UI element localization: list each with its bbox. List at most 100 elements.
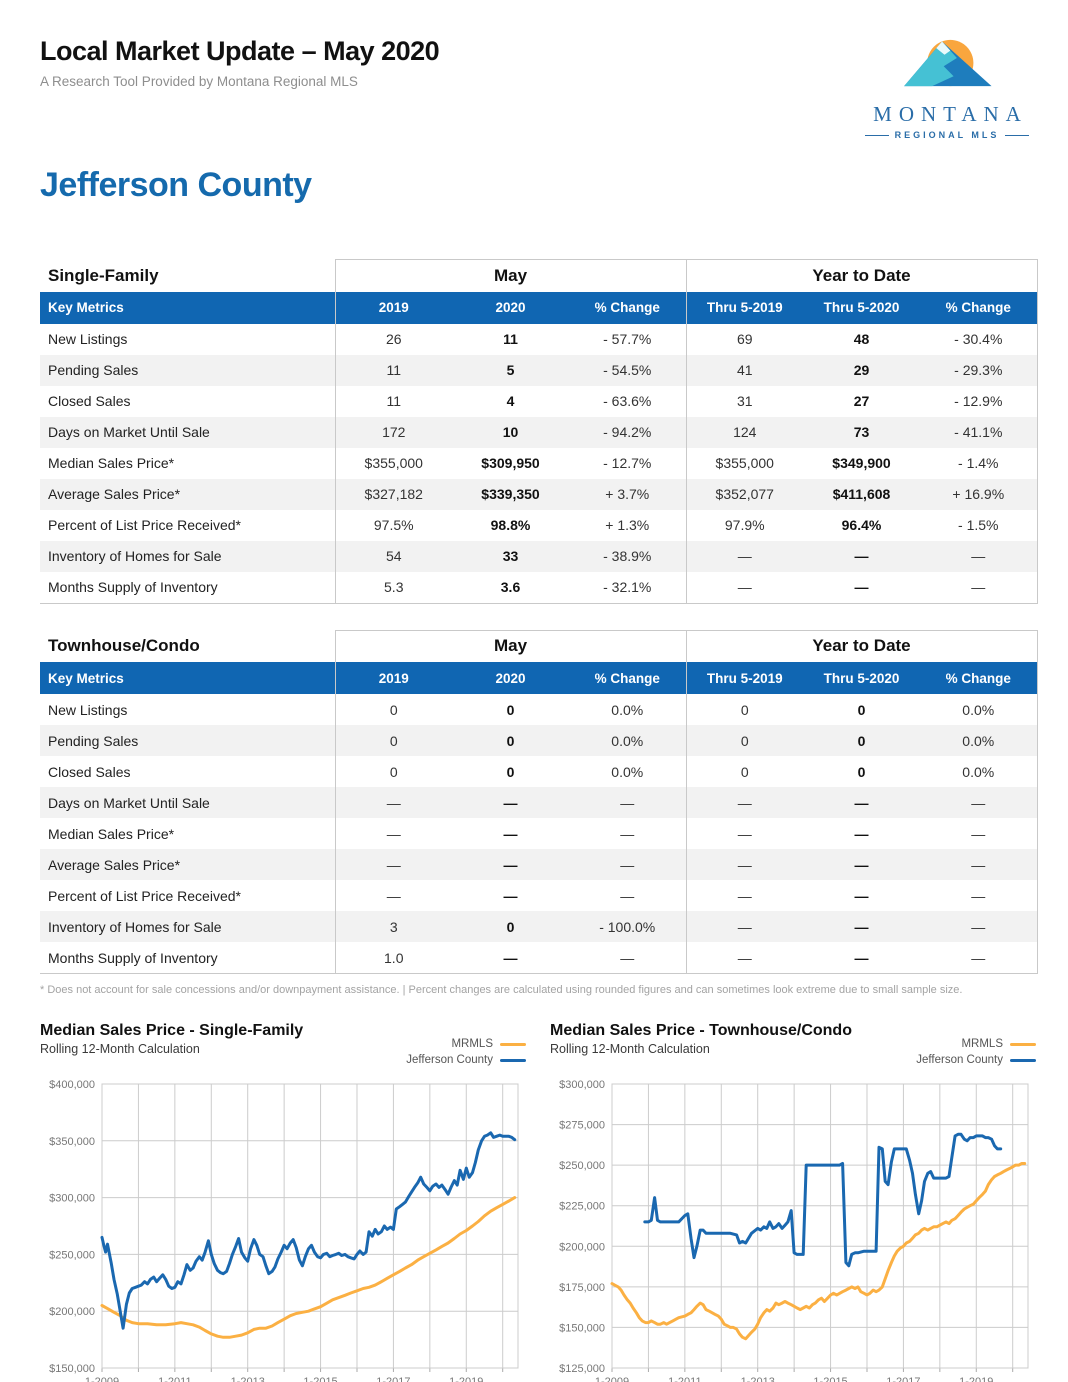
- metric-value: - 30.4%: [920, 323, 1038, 355]
- table-row: Pending Sales 0 0 0.0% 0 0 0.0%: [40, 725, 1038, 756]
- metric-value: - 100.0%: [569, 911, 687, 942]
- svg-text:$225,000: $225,000: [559, 1201, 605, 1213]
- metric-value: - 38.9%: [569, 540, 687, 572]
- chart-legend: MRMLS Jefferson County: [406, 1036, 526, 1068]
- metric-value: —: [685, 849, 803, 880]
- column-header: Thru 5-2019: [685, 291, 803, 324]
- metric-value: 172: [334, 416, 452, 448]
- legend-label: MRMLS: [451, 1038, 493, 1050]
- metric-value: 0.0%: [569, 694, 687, 725]
- metric-value: - 12.7%: [569, 447, 687, 479]
- column-header: 2019: [334, 662, 452, 694]
- column-header: Key Metrics: [40, 662, 335, 694]
- metric-value: —: [503, 887, 518, 904]
- group-may: May: [334, 259, 687, 292]
- table-row: Percent of List Price Received* — — — — — —: [40, 880, 1038, 911]
- metric-value: —: [920, 818, 1038, 849]
- metric-value: —: [803, 942, 920, 974]
- group-header-row: Single-Family May Year to Date: [40, 259, 1038, 292]
- metric-label: Average Sales Price*: [48, 486, 181, 502]
- metric-value: 48: [853, 331, 870, 347]
- metric-value: —: [854, 856, 869, 873]
- metric-value: —: [569, 787, 687, 818]
- svg-text:$200,000: $200,000: [559, 1241, 605, 1253]
- metric-value: —: [920, 880, 1038, 911]
- column-header: 2020: [452, 291, 569, 324]
- chart-legend: MRMLS Jefferson County: [916, 1036, 1036, 1068]
- metric-value: —: [920, 942, 1038, 974]
- table-row: New Listings 26 11 - 57.7% 69 48 - 30.4%: [40, 323, 1038, 355]
- mountain-sun-icon: [904, 39, 992, 87]
- metric-label: New Listings: [48, 331, 128, 347]
- column-header: % Change: [569, 291, 687, 324]
- svg-text:1-2011: 1-2011: [158, 1376, 191, 1382]
- metric-value: 0: [506, 918, 515, 935]
- metric-value: 98.8%: [490, 517, 531, 533]
- logo-dash-right: [1005, 134, 1030, 136]
- column-header: 2020: [452, 662, 569, 694]
- metric-value: —: [854, 794, 869, 811]
- metric-value: —: [503, 794, 518, 811]
- svg-text:1-2013: 1-2013: [231, 1376, 265, 1382]
- group-ytd: Year to Date: [685, 629, 1038, 662]
- chart-subtitle: Rolling 12-Month Calculation: [40, 1042, 200, 1056]
- metric-label: Months Supply of Inventory: [40, 571, 335, 604]
- metric-value: 97.5%: [334, 509, 452, 541]
- metric-value: 1.0: [334, 942, 452, 974]
- metric-value: - 32.1%: [569, 571, 687, 604]
- metric-value: 29: [853, 362, 870, 378]
- metric-value: —: [854, 825, 869, 842]
- metric-label: Days on Market Until Sale: [48, 794, 210, 811]
- legend-item: Jefferson County: [406, 1052, 526, 1068]
- legend-line-swatch: [1010, 1058, 1036, 1062]
- metric-value: 0: [506, 732, 515, 749]
- section-title: Single-Family: [48, 265, 159, 285]
- metric-value: —: [854, 887, 869, 904]
- metric-value: 0.0%: [920, 756, 1038, 787]
- metric-value: —: [503, 856, 518, 873]
- metric-label: Percent of List Price Received*: [48, 887, 241, 904]
- metric-value: 0: [685, 694, 803, 725]
- svg-text:1-2009: 1-2009: [595, 1376, 629, 1382]
- legend-line-swatch: [500, 1058, 526, 1062]
- metric-value: —: [920, 787, 1038, 818]
- report-header: Local Market Update – May 2020 A Researc…: [40, 30, 1045, 140]
- metric-value: - 12.9%: [920, 385, 1038, 417]
- svg-text:$250,000: $250,000: [49, 1249, 95, 1261]
- line-chart-plot: $125,000 $150,000 $175,000 $200,000 $225,000…: [550, 1076, 1036, 1382]
- metric-value: 0.0%: [920, 725, 1038, 756]
- metric-label: Pending Sales: [48, 362, 139, 378]
- metric-value: —: [920, 911, 1038, 942]
- metric-value: 96.4%: [841, 517, 882, 533]
- legend-item: Jefferson County: [916, 1052, 1036, 1068]
- metric-value: —: [334, 818, 452, 849]
- line-chart-plot: $150,000 $200,000 $250,000 $300,000 $350,000…: [40, 1076, 526, 1382]
- svg-text:$150,000: $150,000: [559, 1322, 605, 1334]
- metric-label: Months Supply of Inventory: [40, 942, 335, 974]
- metric-value: 0: [334, 725, 452, 756]
- metric-label: Median Sales Price*: [48, 825, 175, 842]
- chart-subtitle: Rolling 12-Month Calculation: [550, 1042, 710, 1056]
- metric-value: 0: [685, 725, 803, 756]
- svg-text:$250,000: $250,000: [559, 1160, 605, 1172]
- report-title: Local Market Update – May 2020: [40, 36, 440, 66]
- metric-value: —: [503, 825, 518, 842]
- metric-value: —: [569, 849, 687, 880]
- metric-value: —: [685, 571, 803, 604]
- logo-sub-label: REGIONAL MLS: [894, 130, 1000, 140]
- metric-value: —: [569, 942, 687, 974]
- column-header: % Change: [569, 662, 687, 694]
- metric-label: New Listings: [48, 701, 128, 718]
- svg-text:1-2013: 1-2013: [741, 1376, 775, 1382]
- metric-value: 0: [685, 756, 803, 787]
- table-row: Inventory of Homes for Sale 3 0- 100.0% — — —: [40, 911, 1038, 942]
- metric-value: - 41.1%: [920, 416, 1038, 448]
- metric-label: Median Sales Price*: [48, 455, 175, 471]
- metric-value: 4: [506, 393, 515, 409]
- metric-label: Inventory of Homes for Sale: [48, 918, 222, 935]
- metric-value: 0: [857, 732, 866, 749]
- metric-value: - 63.6%: [569, 385, 687, 417]
- metric-value: - 1.5%: [920, 509, 1038, 541]
- svg-text:1-2009: 1-2009: [85, 1376, 119, 1382]
- section-title: Townhouse/Condo: [48, 636, 200, 655]
